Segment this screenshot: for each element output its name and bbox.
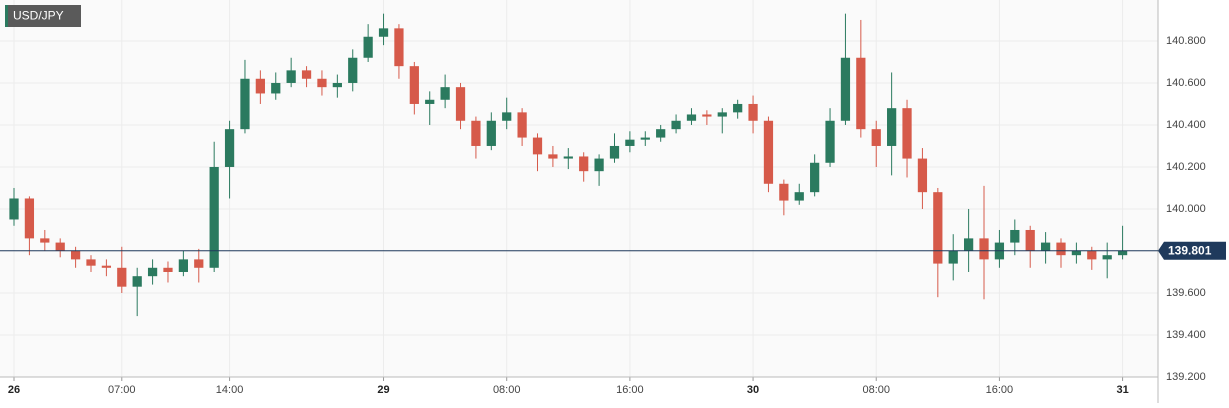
candle-body — [55, 242, 65, 251]
candle-body — [871, 129, 881, 146]
plot-area — [0, 0, 1158, 377]
candle-body — [563, 156, 573, 159]
title-box — [5, 5, 81, 27]
candle-body — [794, 192, 804, 201]
candle-body — [902, 108, 912, 159]
y-tick-label: 139.600 — [1166, 287, 1206, 299]
candle-body — [810, 162, 820, 193]
candle-body — [209, 166, 219, 268]
candle-body — [286, 70, 296, 83]
x-tick-label: 31 — [1116, 384, 1128, 396]
candle-body — [779, 183, 789, 201]
candle-body — [594, 158, 604, 172]
x-tick-label: 14:00 — [216, 384, 244, 396]
candle-body — [9, 198, 19, 220]
candle-body — [1117, 250, 1128, 256]
title-accent — [5, 5, 8, 27]
candle-body — [1056, 242, 1066, 256]
candle-body — [671, 120, 681, 130]
candle-body — [471, 120, 481, 146]
candle-body — [856, 57, 866, 130]
x-tick-label: 16:00 — [986, 384, 1014, 396]
candle-body — [702, 114, 712, 117]
last-price-box — [1158, 241, 1226, 260]
candle-body — [686, 114, 697, 121]
candle-body — [517, 112, 527, 138]
candle-body — [132, 276, 142, 287]
candle-body — [502, 112, 512, 121]
x-tick-label: 07:00 — [108, 384, 136, 396]
candle-body — [963, 238, 974, 251]
candle-body — [548, 154, 558, 159]
last-price-label: 139.801 — [1168, 243, 1212, 257]
candle-body — [948, 250, 958, 264]
candle-body — [455, 87, 466, 121]
candle-body — [640, 137, 650, 140]
candle-body — [733, 103, 743, 113]
x-tick-label: 08:00 — [862, 384, 890, 396]
x-tick-label: 29 — [377, 384, 389, 396]
candle-body — [70, 250, 81, 260]
y-tick-label: 140.600 — [1166, 77, 1206, 89]
candle-body — [117, 267, 127, 287]
candle-body — [240, 78, 250, 130]
candle-body — [625, 139, 635, 146]
candle-body — [609, 145, 620, 159]
candle-body — [979, 238, 989, 260]
candle-body — [147, 267, 158, 277]
candle-body — [1025, 229, 1035, 251]
candle-body — [748, 103, 758, 121]
y-tick-label: 139.200 — [1166, 371, 1206, 383]
candle-body — [425, 99, 435, 104]
y-tick-label: 139.400 — [1166, 329, 1206, 341]
candle-body — [532, 137, 543, 155]
candle-body — [194, 259, 204, 268]
candle-body — [656, 129, 666, 138]
y-tick-label: 140.000 — [1166, 203, 1206, 215]
x-tick-label: 26 — [8, 384, 20, 396]
candle-body — [24, 198, 35, 239]
candle-body — [163, 267, 173, 272]
candle-body — [840, 57, 851, 121]
candle-body — [763, 120, 774, 184]
x-tick-label: 08:00 — [493, 384, 521, 396]
candle-body — [40, 238, 50, 243]
chart-title: USD/JPY — [13, 9, 64, 23]
candle-body — [271, 82, 281, 94]
candle-body — [1102, 255, 1112, 260]
candle-body — [887, 108, 897, 146]
candle-body — [317, 78, 327, 88]
candle-body — [825, 120, 835, 163]
x-tick-label: 16:00 — [616, 384, 644, 396]
candle-body — [255, 78, 265, 94]
candle-body — [917, 158, 928, 193]
candle-body — [86, 259, 96, 266]
y-tick-label: 140.400 — [1166, 119, 1206, 131]
candle-body — [101, 265, 112, 268]
candle-body — [348, 57, 358, 83]
candle-body — [1010, 229, 1020, 243]
candle-body — [440, 87, 450, 100]
candle-body — [486, 120, 496, 146]
candle-body — [1087, 250, 1097, 260]
candle-body — [1040, 242, 1051, 251]
candle-body — [579, 156, 589, 172]
candle-body — [394, 28, 404, 67]
candle-body — [717, 112, 727, 117]
candle-body — [378, 28, 389, 37]
candle-body — [363, 36, 373, 58]
candle-body — [409, 66, 419, 104]
x-tick-label: 30 — [747, 384, 759, 396]
candle-body — [178, 259, 188, 272]
candle-body — [224, 129, 235, 167]
candle-body — [933, 192, 943, 264]
y-tick-label: 140.800 — [1166, 35, 1206, 47]
y-tick-label: 140.200 — [1166, 161, 1206, 173]
candle-body — [1071, 250, 1082, 256]
candle-body — [301, 70, 312, 79]
candle-body — [332, 82, 342, 88]
